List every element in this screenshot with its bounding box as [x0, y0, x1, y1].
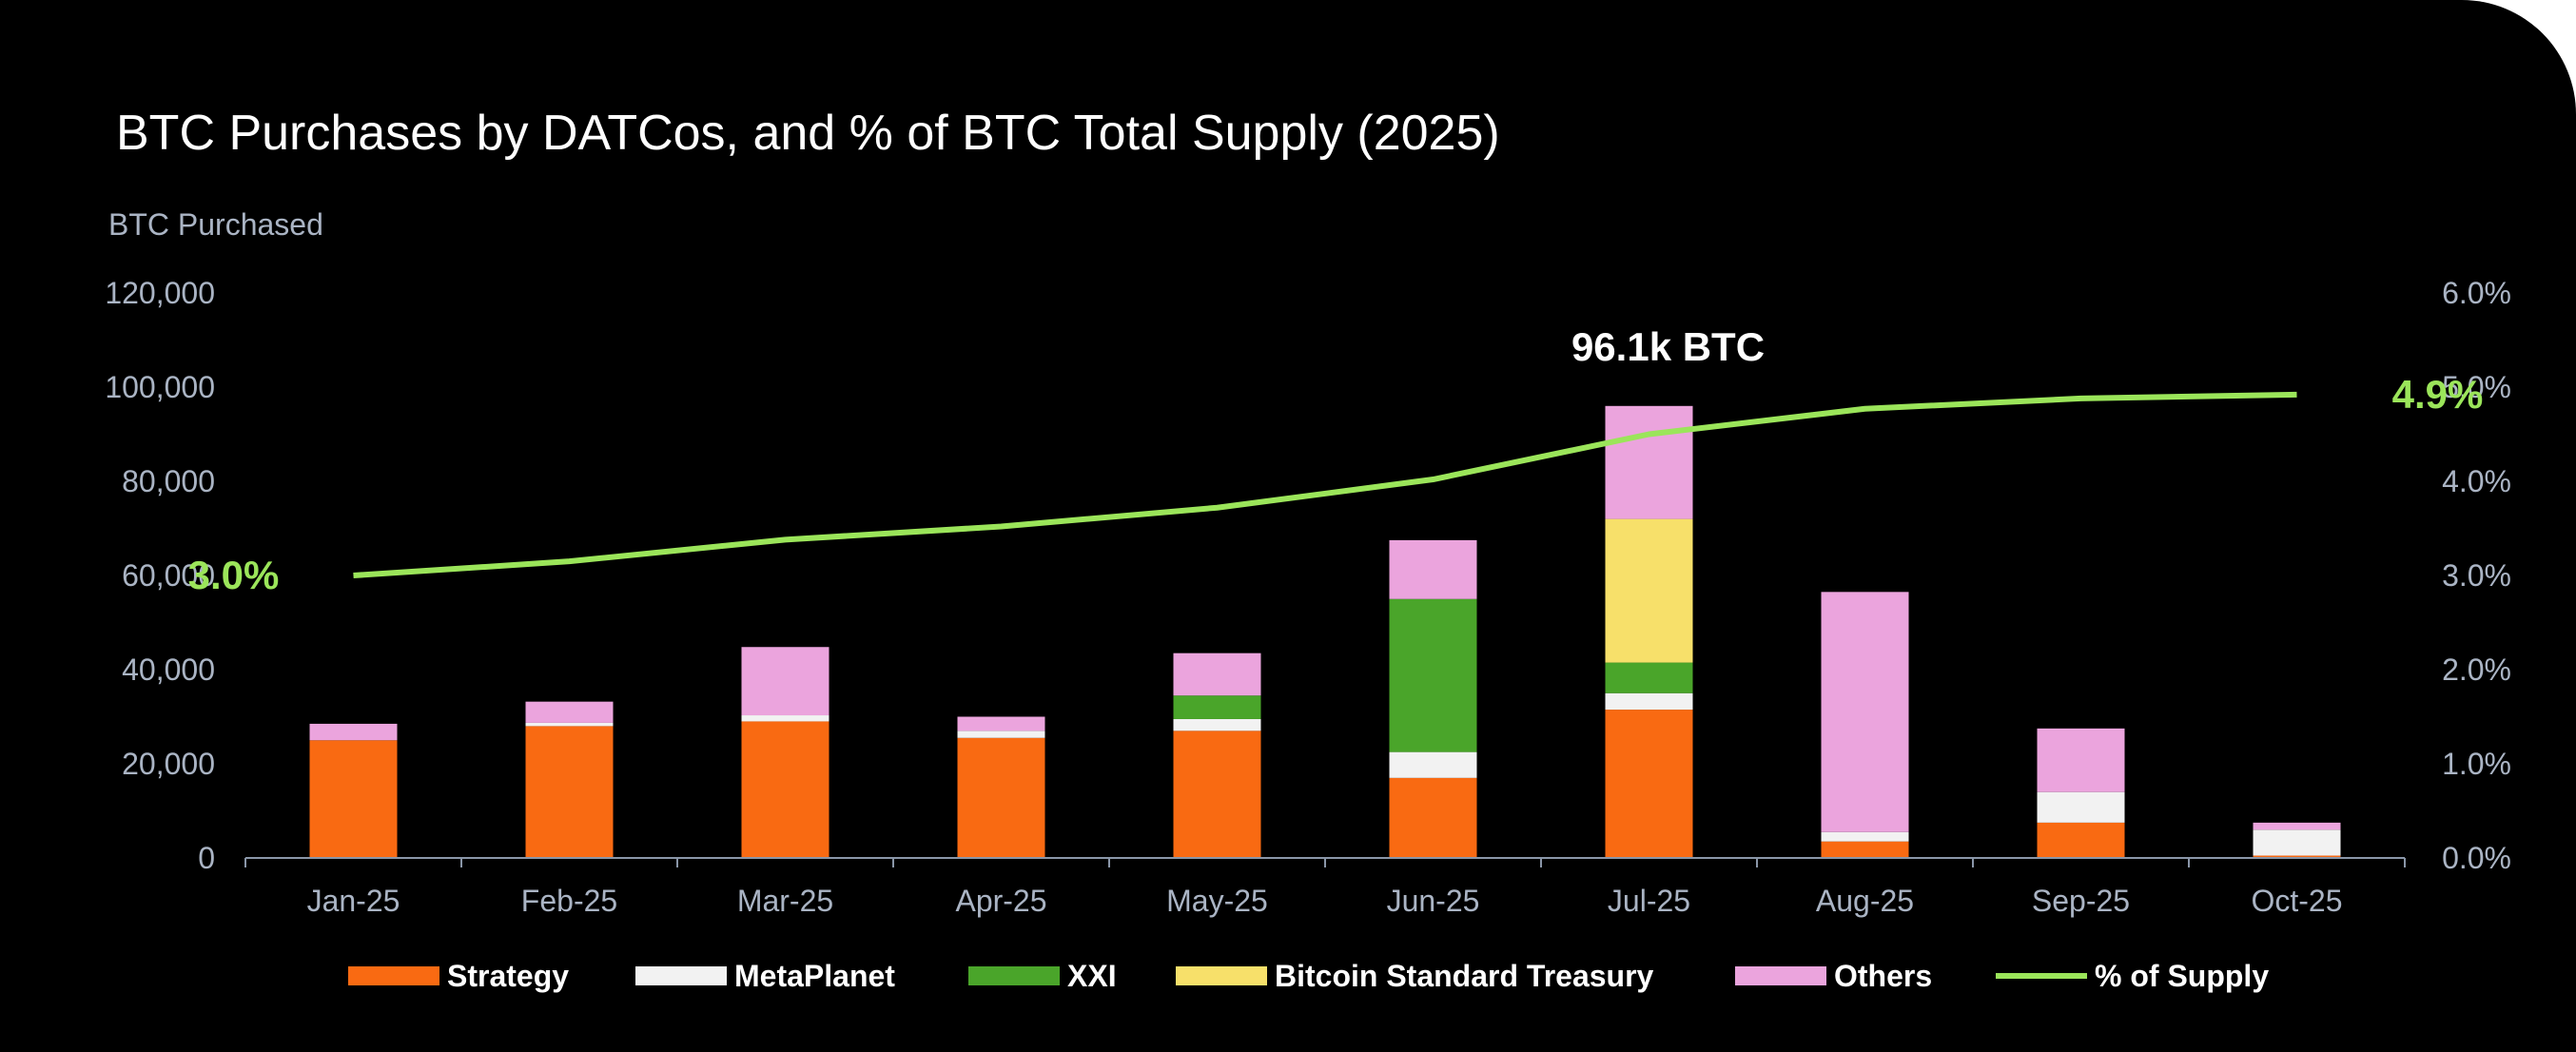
bar-segment-metaplanet: [1389, 751, 1477, 778]
bar-segment-others: [1389, 539, 1477, 599]
y-axis-label: BTC Purchased: [108, 207, 323, 242]
bar-segment-xxi: [1389, 598, 1477, 752]
bar-segment-strategy: [741, 721, 829, 858]
bar-segment-metaplanet: [1173, 718, 1261, 731]
y-tick-label: 0: [198, 841, 215, 875]
bar-segment-strategy: [2253, 855, 2341, 858]
bar-segment-others: [957, 716, 1045, 731]
legend-label: Strategy: [447, 959, 569, 993]
y2-tick-label: 0.0%: [2442, 841, 2511, 875]
y2-tick-label: 6.0%: [2442, 276, 2511, 310]
x-tick-label: Jul-25: [1608, 884, 1690, 918]
bar-segment-strategy: [309, 740, 398, 858]
bar-segment-metaplanet: [2037, 791, 2125, 823]
y2-tick-label: 5.0%: [2442, 370, 2511, 404]
bar-segment-metaplanet: [1605, 692, 1693, 711]
y-tick-label: 80,000: [122, 464, 215, 498]
bar-segment-strategy: [2037, 822, 2125, 858]
y-tick-label: 20,000: [122, 747, 215, 781]
bar-segment-others: [309, 723, 398, 741]
legend-label: % of Supply: [2095, 959, 2269, 993]
x-tick-label: Sep-25: [2032, 884, 2130, 918]
x-tick-label: Mar-25: [737, 884, 833, 918]
bar-segment-strategy: [525, 726, 614, 858]
chart-title: BTC Purchases by DATCos, and % of BTC To…: [116, 106, 1500, 161]
legend-swatch: [1735, 966, 1826, 985]
bar-segment-metaplanet: [2253, 829, 2341, 856]
bar-segment-bitcoin-standard-treasury: [1605, 518, 1693, 663]
legend-swatch: [1176, 966, 1267, 985]
x-tick-label: Oct-25: [2251, 884, 2342, 918]
supply-percent-line: [353, 391, 2297, 578]
x-tick-label: Feb-25: [521, 884, 617, 918]
y2-axis-ticks: 0.0% 1.0% 2.0% 3.0% 4.0% 5.0% 6.0%: [2442, 276, 2511, 875]
bar-segment-metaplanet: [957, 731, 1045, 738]
bar-segment-strategy: [1821, 841, 1909, 858]
y2-tick-label: 1.0%: [2442, 747, 2511, 781]
bar-segment-strategy: [1605, 710, 1693, 858]
bar-segment-metaplanet: [741, 715, 829, 722]
x-axis-ticks: Jan-25 Feb-25 Mar-25 Apr-25 May-25 Jun-25 Jul-…: [244, 858, 2406, 918]
x-tick-label: Apr-25: [955, 884, 1046, 918]
y2-tick-label: 2.0%: [2442, 653, 2511, 687]
y-tick-label: 60,000: [122, 558, 215, 593]
y2-tick-label: 4.0%: [2442, 464, 2511, 498]
y-axis-ticks: 0 20,000 40,000 60,000 80,000 100,000 120,000: [105, 276, 215, 875]
legend-swatch: [348, 966, 439, 985]
y-tick-label: 40,000: [122, 653, 215, 687]
bar-segment-others: [741, 647, 829, 716]
peak-total-annotation: 96.1k BTC: [1571, 324, 1765, 369]
bar-segment-others: [2037, 728, 2125, 792]
chart-legend: Strategy MetaPlanet XXI Bitcoin Standard Tr…: [348, 959, 2269, 993]
x-tick-label: Aug-25: [1816, 884, 1914, 918]
end-percent-annotation: 4.9%: [2392, 372, 2484, 417]
legend-swatch: [635, 966, 727, 985]
y-tick-label: 120,000: [105, 276, 215, 310]
legend-label: MetaPlanet: [734, 959, 895, 993]
bar-segment-metaplanet: [525, 722, 614, 727]
bar-segment-others: [1821, 592, 1909, 832]
bar-segment-others: [1173, 653, 1261, 696]
bar-segment-strategy: [1173, 731, 1261, 858]
bar-segment-others: [525, 701, 614, 723]
y2-tick-label: 3.0%: [2442, 558, 2511, 593]
bar-segment-xxi: [1173, 695, 1261, 719]
bar-segment-others: [2253, 822, 2341, 830]
y-tick-label: 100,000: [105, 370, 215, 404]
start-percent-annotation: 3.0%: [188, 553, 280, 597]
legend-label: XXI: [1067, 959, 1117, 993]
x-tick-label: Jan-25: [307, 884, 400, 918]
bar-stacks: [309, 405, 2341, 858]
bar-segment-others: [1605, 405, 1693, 519]
legend-label: Others: [1834, 959, 1932, 993]
bar-segment-strategy: [957, 737, 1045, 858]
x-tick-label: May-25: [1166, 884, 1268, 918]
legend-label: Bitcoin Standard Treasury: [1275, 959, 1654, 993]
bar-segment-strategy: [1389, 777, 1477, 858]
legend-swatch: [968, 966, 1060, 985]
x-tick-label: Jun-25: [1387, 884, 1480, 918]
bar-segment-metaplanet: [1821, 831, 1909, 842]
bar-segment-xxi: [1605, 662, 1693, 693]
